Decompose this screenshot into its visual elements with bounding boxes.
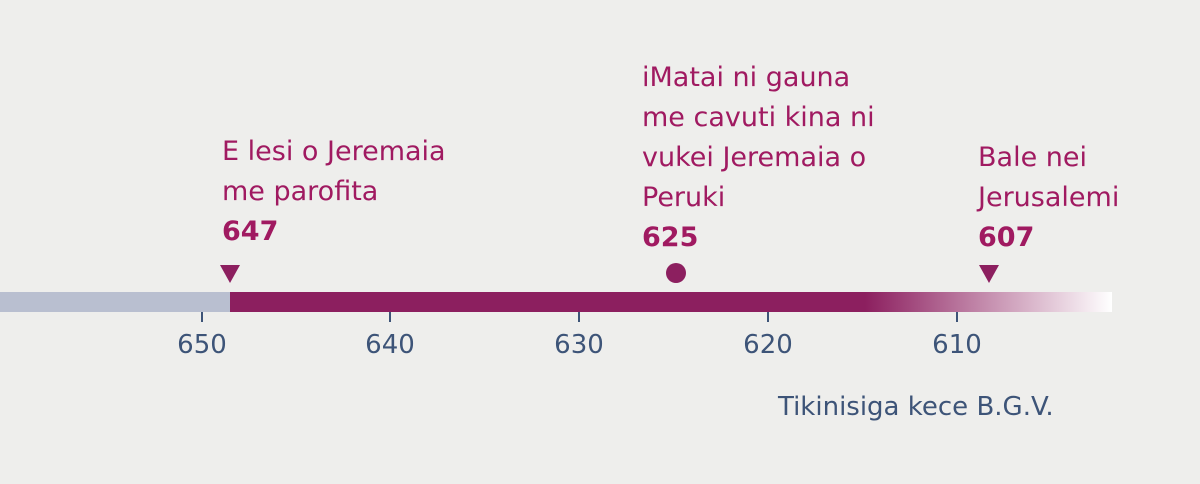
- event-line: E lesi o Jeremaia: [222, 136, 446, 167]
- tick-label: 620: [743, 330, 793, 360]
- event: Bale nei Jerusalemi 607: [978, 138, 1119, 258]
- event-line: Jerusalemi: [978, 182, 1120, 213]
- event-line: Peruki: [642, 182, 726, 213]
- tick-label: 640: [365, 330, 415, 360]
- event: E lesi o Jeremaia me parofita 647: [222, 132, 446, 252]
- event-line: me parofita: [222, 176, 379, 207]
- tick-label: 650: [177, 330, 227, 360]
- event-line: me cavuti kina ni: [642, 102, 875, 133]
- event-line: vukei Jeremaia o: [642, 142, 867, 173]
- event: iMatai ni gauna me cavuti kina ni vukei …: [642, 58, 875, 258]
- marker-triangle: [220, 265, 240, 283]
- marker-dot: [666, 263, 686, 283]
- event-year: 625: [642, 222, 699, 253]
- period-bar: [230, 292, 1112, 312]
- tick-marks: [201, 312, 958, 322]
- event-year: 647: [222, 216, 279, 247]
- tick-label: 630: [554, 330, 604, 360]
- event-line: Bale nei: [978, 142, 1087, 173]
- axis-label: Tikinisiga kece B.G.V.: [778, 392, 1054, 422]
- event-line: iMatai ni gauna: [642, 62, 851, 93]
- tick-label: 610: [932, 330, 982, 360]
- event-year: 607: [978, 222, 1035, 253]
- before-bar: [0, 292, 230, 312]
- marker-triangle: [979, 265, 999, 283]
